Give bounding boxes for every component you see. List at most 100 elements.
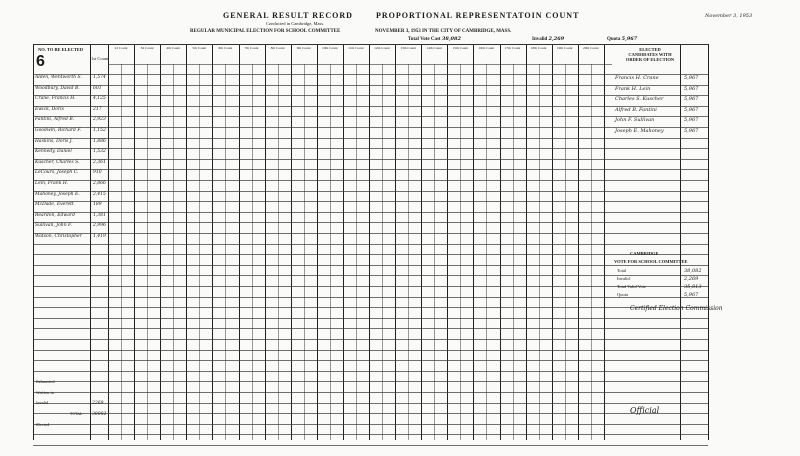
row-rule bbox=[33, 423, 708, 425]
elected-candidate: Francis H. Crane bbox=[615, 75, 659, 81]
row-rule bbox=[33, 413, 708, 415]
column-rule bbox=[290, 44, 292, 440]
candidate-name: LeCours, Joseph C. bbox=[35, 170, 79, 176]
column-rule bbox=[264, 44, 266, 440]
count-header: 16th Count bbox=[478, 46, 495, 50]
count-header: 3d Count bbox=[140, 46, 154, 50]
candidate-name: Fantini, Alfred B. bbox=[35, 117, 75, 123]
row-rule bbox=[33, 74, 708, 75]
summary-label: Quota bbox=[617, 292, 628, 297]
summary-value: 38,082 bbox=[684, 268, 702, 274]
count-header: 12th Count bbox=[374, 46, 390, 50]
count-header: 14th Count bbox=[426, 46, 443, 50]
count-header: 17th Count bbox=[504, 46, 521, 50]
column-rule bbox=[33, 44, 34, 440]
elected-votes: 5,967 bbox=[684, 96, 699, 103]
footer-value-invalid: 2269 bbox=[92, 401, 104, 406]
column-rule bbox=[160, 44, 162, 440]
first-count-votes: 2,866 bbox=[93, 181, 106, 186]
elected-candidate: Alfred B. Fantini bbox=[615, 106, 657, 113]
row-rule bbox=[33, 222, 708, 224]
elected-votes: 5,967 bbox=[684, 117, 699, 124]
candidate-name: Mahoney, Joseph E. bbox=[35, 191, 80, 197]
candidate-name: Alden, Wentworth S. bbox=[35, 75, 82, 80]
first-count-votes: 1,419 bbox=[93, 234, 106, 239]
count-header: 13th Count bbox=[400, 46, 416, 50]
quota-label: Quota bbox=[607, 37, 621, 42]
row-rule bbox=[33, 434, 708, 436]
column-rule bbox=[499, 44, 501, 440]
count-header: 6th Count bbox=[218, 46, 233, 50]
row-rule bbox=[33, 264, 708, 266]
subcolumn-rule bbox=[486, 64, 488, 440]
candidate-name: Reardon, Edward bbox=[35, 212, 75, 218]
row-rule bbox=[33, 392, 708, 393]
subcolumn-rule bbox=[199, 64, 201, 440]
subcolumn-rule bbox=[147, 64, 149, 440]
column-rule bbox=[90, 44, 91, 440]
footer-value-total: 38082 bbox=[92, 412, 107, 417]
row-rule bbox=[33, 169, 708, 171]
footer-row-elected: Elected bbox=[36, 423, 50, 427]
row-rule bbox=[33, 95, 708, 97]
subcolumn-rule bbox=[512, 64, 514, 440]
title-left: GENERAL RESULT RECORD bbox=[223, 11, 353, 20]
column-rule bbox=[551, 44, 553, 440]
count-header: 19th Count bbox=[556, 46, 573, 50]
election-date-city: NOVEMBER 3, 1953 IN THE CITY OF CAMBRIDG… bbox=[375, 29, 512, 34]
row-rule bbox=[33, 445, 708, 446]
column-rule bbox=[108, 44, 109, 440]
subcolumn-rule bbox=[173, 64, 175, 440]
summary-label: Invalid bbox=[617, 276, 630, 281]
column-rule bbox=[186, 44, 188, 440]
row-rule bbox=[33, 201, 708, 203]
count-header: 20th Count bbox=[582, 46, 599, 50]
row-rule bbox=[33, 44, 708, 45]
subcolumn-rule bbox=[277, 64, 279, 440]
row-rule bbox=[33, 307, 708, 309]
count-header: 15th Count bbox=[452, 46, 469, 50]
column-rule bbox=[421, 44, 423, 440]
row-rule bbox=[33, 402, 708, 404]
column-rule bbox=[577, 44, 579, 440]
elected-votes: 5,967 bbox=[684, 75, 699, 81]
footer-row-exhausted: Exhausted bbox=[36, 380, 55, 384]
row-rule bbox=[33, 360, 708, 362]
first-count-votes: 4,125 bbox=[93, 96, 106, 102]
title-right: PROPORTIONAL REPRESENTATOIN COUNT bbox=[376, 11, 580, 20]
count-header: 2d Count bbox=[114, 46, 128, 50]
candidate-name: McDade, Everett bbox=[35, 202, 74, 208]
candidate-name: Haskins, Doris J. bbox=[35, 138, 73, 144]
summary-heading: CAMBRIDGE bbox=[630, 251, 659, 256]
column-rule bbox=[708, 44, 709, 440]
row-rule bbox=[33, 127, 708, 128]
invalid-value: 2,269 bbox=[548, 36, 565, 42]
handwritten-date: November 3, 1953 bbox=[705, 13, 753, 19]
count-header: 11th Count bbox=[348, 46, 364, 50]
row-rule bbox=[33, 190, 708, 192]
candidate-name: Goodwin, Richard F. bbox=[35, 128, 82, 133]
first-count-votes: 217 bbox=[93, 106, 102, 112]
subcolumn-rule bbox=[460, 64, 462, 440]
to-be-elected-label: NO. TO BE ELECTED bbox=[38, 47, 84, 52]
summary-title: VOTE FOR SCHOOL COMMITTEE bbox=[614, 259, 688, 264]
first-count-votes: 2,996 bbox=[93, 223, 106, 229]
first-count-votes: 1,532 bbox=[93, 149, 106, 155]
row-rule bbox=[108, 64, 612, 65]
subcolumn-rule bbox=[329, 64, 331, 440]
count-header: 10th Count bbox=[321, 46, 338, 50]
subcolumn-rule bbox=[355, 64, 357, 440]
to-be-elected-value: 6 bbox=[36, 53, 45, 70]
row-rule bbox=[33, 137, 708, 139]
subcolumn-rule bbox=[225, 64, 227, 440]
subcolumn-rule bbox=[538, 64, 540, 440]
first-count-votes: 1,381 bbox=[93, 212, 106, 218]
elected-candidate: Frank H. Lein bbox=[615, 85, 651, 92]
row-rule bbox=[33, 148, 708, 150]
row-rule bbox=[33, 116, 708, 118]
row-rule bbox=[33, 296, 708, 298]
subcolumn-rule bbox=[590, 64, 592, 440]
elected-votes: 5,967 bbox=[684, 85, 699, 92]
row-rule bbox=[33, 339, 708, 340]
count-header: 18th Count bbox=[530, 46, 547, 50]
